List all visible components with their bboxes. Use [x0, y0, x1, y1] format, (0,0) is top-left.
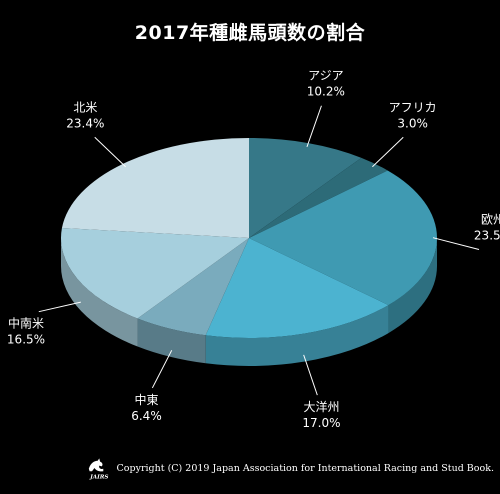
- slice-6-leader: [38, 301, 81, 313]
- slice-6-side: [61, 238, 138, 347]
- slice-labels: アジア 10.2% アフリカ 3.0% 欧州 23.5% 大洋州 17.0% 中東 6.4% 中南米…: [7, 69, 500, 430]
- slice-7-leader: [94, 136, 126, 168]
- slice-5-leader: [151, 350, 173, 389]
- slice-6-value-label: 16.5%: [7, 333, 45, 347]
- slice-6-top: [61, 227, 249, 319]
- slice-3-value-label: 23.5%: [474, 229, 500, 243]
- slice-5-value-label: 6.4%: [131, 409, 162, 423]
- footer: JAIRS Copyright (C) 2019 Japan Associati…: [84, 453, 494, 483]
- chart-title: 2017年種雌馬頭数の割合: [134, 22, 366, 44]
- slice-7-top: [61, 138, 250, 238]
- slice-1-leader: [306, 105, 322, 148]
- slice-3-name-label: 欧州: [481, 213, 500, 227]
- pie-top: [61, 138, 437, 338]
- slice-2-value-label: 3.0%: [397, 116, 428, 130]
- slice-4-name-label: 大洋州: [303, 399, 339, 414]
- slice-5-name-label: 中東: [134, 392, 158, 407]
- slice-1-value-label: 10.2%: [307, 85, 345, 99]
- leader-lines: [38, 105, 480, 396]
- slice-3-side: [388, 238, 437, 334]
- slice-1-top: [249, 138, 362, 238]
- slice-5-top: [137, 238, 249, 336]
- slice-7-name-label: 北米: [73, 100, 97, 114]
- logo-text: JAIRS: [89, 474, 108, 480]
- slice-2-leader: [372, 136, 404, 168]
- slice-4-leader: [303, 354, 318, 396]
- slice-3-leader: [432, 237, 480, 251]
- slice-3-top: [249, 170, 437, 306]
- slice-1-name-label: アジア: [308, 69, 344, 83]
- horse-logo-icon: JAIRS: [88, 458, 108, 480]
- slice-2-top: [249, 157, 388, 238]
- copyright-text: Copyright (C) 2019 Japan Association for…: [116, 462, 494, 474]
- slice-6-name-label: 中南米: [8, 316, 44, 331]
- pie-sides: [61, 238, 437, 366]
- slice-5-side: [137, 318, 206, 364]
- slice-2-name-label: アフリカ: [389, 100, 437, 114]
- slice-7-value-label: 23.4%: [66, 116, 104, 130]
- slice-4-value-label: 17.0%: [302, 416, 340, 430]
- slice-4-top: [205, 238, 389, 338]
- slice-4-side: [205, 305, 389, 366]
